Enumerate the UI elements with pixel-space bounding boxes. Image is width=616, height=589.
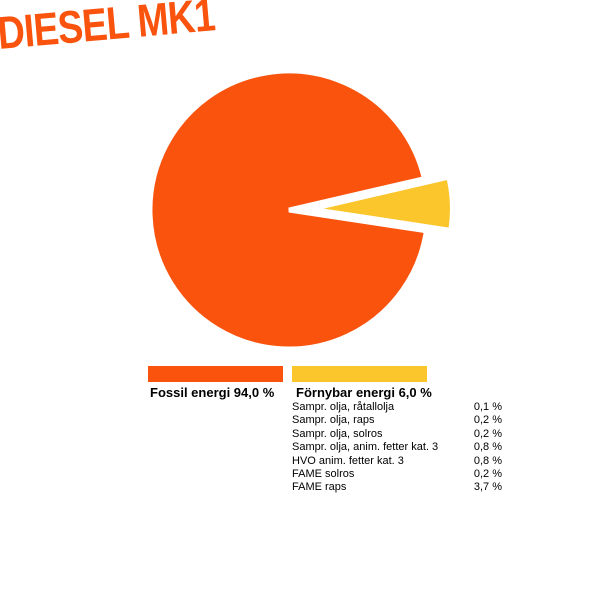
- breakdown-row: HVO anim. fetter kat. 3 0,8 %: [292, 455, 502, 468]
- breakdown-value: 0,8 %: [473, 454, 502, 467]
- legend-label-renewable: Förnybar energi 6,0 %: [296, 385, 432, 400]
- breakdown-value: 0,8 %: [473, 441, 502, 454]
- breakdown-row: Sampr. olja, solros 0,2 %: [292, 428, 502, 441]
- breakdown-row: FAME solros 0,2 %: [292, 468, 502, 481]
- breakdown-label: HVO anim. fetter kat. 3: [292, 454, 404, 467]
- pie-slice-renewable: [312, 175, 454, 233]
- breakdown-label: Sampr. olja, solros: [292, 427, 383, 440]
- legend-label-fossil: Fossil energi 94,0 %: [150, 385, 275, 400]
- breakdown-value: 0,2 %: [473, 414, 502, 427]
- breakdown-label: Sampr. olja, raps: [292, 414, 375, 427]
- breakdown-label: Sampr. olja, råtallolja: [292, 401, 395, 413]
- pie-slice-fossil: [147, 68, 430, 352]
- breakdown-label: FAME raps: [292, 481, 347, 494]
- breakdown-row: Sampr. olja, råtallolja 0,1 %: [292, 401, 502, 414]
- page-title: DIESEL MK1: [0, 0, 217, 60]
- legend-swatch-renewable: [292, 366, 427, 382]
- pie-chart: [147, 68, 454, 352]
- breakdown-label: FAME solros: [292, 467, 355, 480]
- breakdown-value: 0,1 %: [473, 401, 502, 413]
- breakdown-row: Sampr. olja, raps 0,2 %: [292, 414, 502, 427]
- breakdown-row: FAME raps 3,7 %: [292, 481, 502, 494]
- breakdown-value: 0,2 %: [473, 467, 502, 480]
- breakdown-value: 3,7 %: [473, 481, 502, 494]
- renewable-breakdown-list: Sampr. olja, råtallolja 0,1 % Sampr. olj…: [292, 401, 502, 495]
- legend-swatch-fossil: [148, 366, 283, 382]
- breakdown-row: Sampr. olja, anim. fetter kat. 3 0,8 %: [292, 441, 502, 454]
- breakdown-label: Sampr. olja, anim. fetter kat. 3: [292, 441, 439, 454]
- breakdown-value: 0,2 %: [473, 427, 502, 440]
